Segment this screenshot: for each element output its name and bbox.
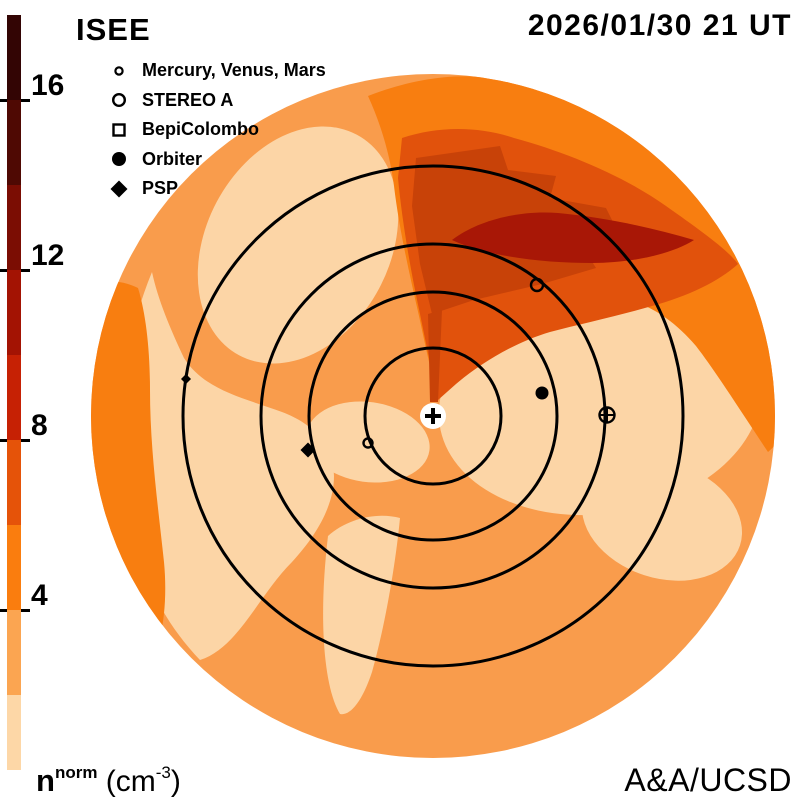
colorbar-segment-16-18 — [7, 15, 21, 100]
colorbar-tick-label: 8 — [31, 409, 48, 442]
pale-region-southeast — [581, 459, 743, 581]
colorbar-segment-14-16 — [7, 100, 21, 185]
legend-item-stereo-a: STEREO A — [100, 86, 326, 116]
filled-diamond-icon — [100, 178, 138, 200]
pale-region-south-wedge — [323, 515, 400, 715]
colorbar-segment-10-12 — [7, 270, 21, 355]
small-open-circle-icon — [100, 60, 138, 82]
solar-orbiter-marker — [535, 386, 549, 400]
legend-item-bepicolombo: BepiColombo — [100, 115, 326, 145]
page-title: ISEE — [76, 12, 151, 47]
legend-label: Orbiter — [142, 148, 203, 169]
quantity-superscript: norm — [54, 763, 98, 782]
colorbar-quantity-label: nnorm (cm-3) — [36, 763, 181, 799]
colorbar-segment-2-4 — [7, 610, 21, 695]
mercury-marker — [362, 437, 374, 449]
filled-circle-icon — [100, 148, 138, 170]
quantity-symbol: n — [36, 763, 55, 798]
spacecraft-markers — [181, 277, 616, 458]
colorbar — [7, 15, 21, 770]
quantity-unit-exponent: -3 — [155, 763, 171, 782]
mars-marker — [181, 374, 191, 384]
colorbar-segment-4-6 — [7, 525, 21, 610]
colorbar-segment-0-2 — [7, 695, 21, 770]
legend-label: Mercury, Venus, Mars — [142, 60, 326, 81]
timestamp: 2026/01/30 21 UT — [527, 9, 792, 42]
colorbar-segment-6-8 — [7, 440, 21, 525]
venus-orbit — [307, 290, 559, 542]
legend-item-psp: PSP — [100, 174, 326, 204]
open-square-icon — [100, 119, 138, 141]
mars-orbit — [181, 164, 685, 668]
pale-region-northwest — [197, 126, 399, 364]
quantity-unit-open: (cm — [97, 765, 156, 798]
stereo-a-marker — [529, 277, 545, 293]
orbit-circles — [181, 164, 685, 668]
legend-label: STEREO A — [142, 89, 234, 110]
colorbar-tick-label: 12 — [31, 239, 65, 272]
legend-item-planets: Mercury, Venus, Mars — [100, 56, 326, 86]
pale-region-sun-west — [306, 401, 430, 483]
colorbar-tick-label: 4 — [31, 579, 48, 612]
dark-core — [452, 212, 694, 263]
legend-label: PSP — [142, 178, 179, 199]
legend: Mercury, Venus, Mars STEREO A BepiColomb… — [100, 56, 326, 204]
red-spike — [428, 310, 442, 402]
sun-marker — [420, 403, 446, 429]
psp-marker — [300, 442, 316, 458]
open-circle-icon — [100, 89, 138, 111]
mercury-orbit — [363, 346, 503, 486]
colorbar-segment-12-14 — [7, 185, 21, 270]
colorbar-tick-label: 16 — [31, 69, 65, 102]
earth-marker — [598, 406, 616, 424]
quantity-unit-close: ) — [170, 765, 181, 798]
pale-region-west — [120, 272, 334, 660]
legend-item-orbiter: Orbiter — [100, 145, 326, 175]
legend-label: BepiColombo — [142, 119, 259, 140]
colorbar-segment-8-10 — [7, 355, 21, 440]
credit: A&A/UCSD — [624, 762, 792, 798]
